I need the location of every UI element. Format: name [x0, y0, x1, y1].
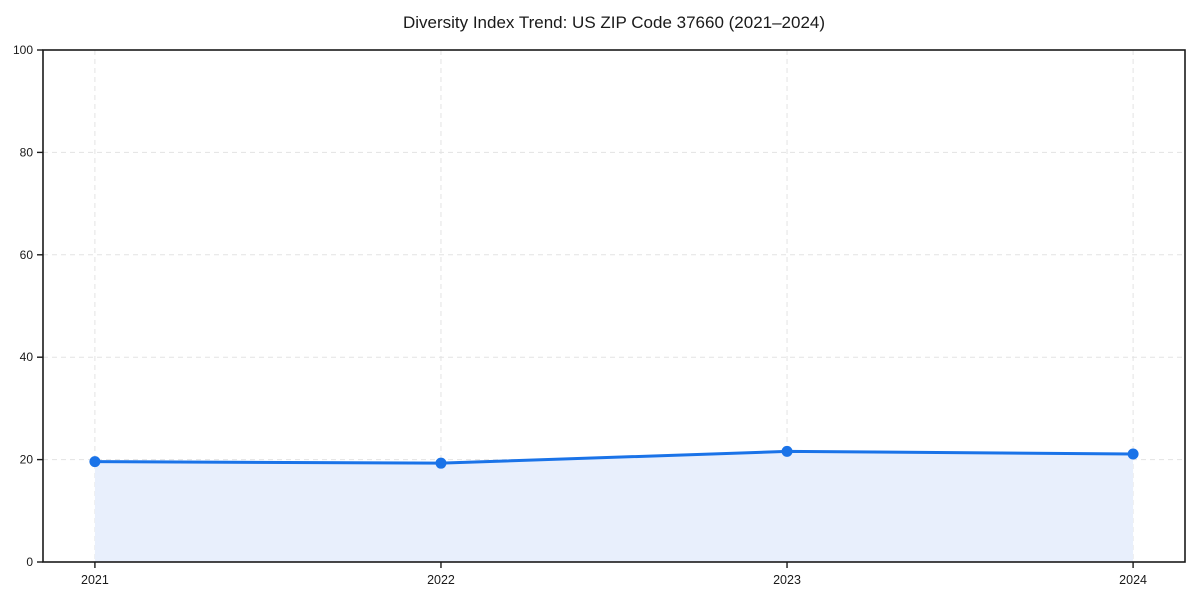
data-point-2023	[781, 445, 793, 457]
plot-border	[42, 49, 1186, 563]
y-tick-label: 60	[20, 248, 34, 262]
x-tick-label: 2021	[81, 573, 109, 587]
x-tick-label: 2024	[1119, 573, 1147, 587]
y-tick-label: 80	[20, 145, 34, 159]
y-tick-label: 40	[20, 350, 34, 364]
y-tick-label: 20	[20, 453, 34, 467]
chart-title: Diversity Index Trend: US ZIP Code 37660…	[402, 13, 826, 32]
y-tick-label: 0	[26, 555, 33, 569]
data-point-2022	[435, 457, 447, 469]
data-point-2021	[89, 456, 101, 468]
x-tick-label: 2022	[427, 573, 455, 587]
data-point-2024	[1127, 448, 1139, 460]
y-tick-label: 100	[13, 43, 33, 57]
x-tick-label: 2023	[773, 573, 801, 587]
trend-line	[93, 449, 1135, 465]
area-fill	[94, 451, 1134, 562]
